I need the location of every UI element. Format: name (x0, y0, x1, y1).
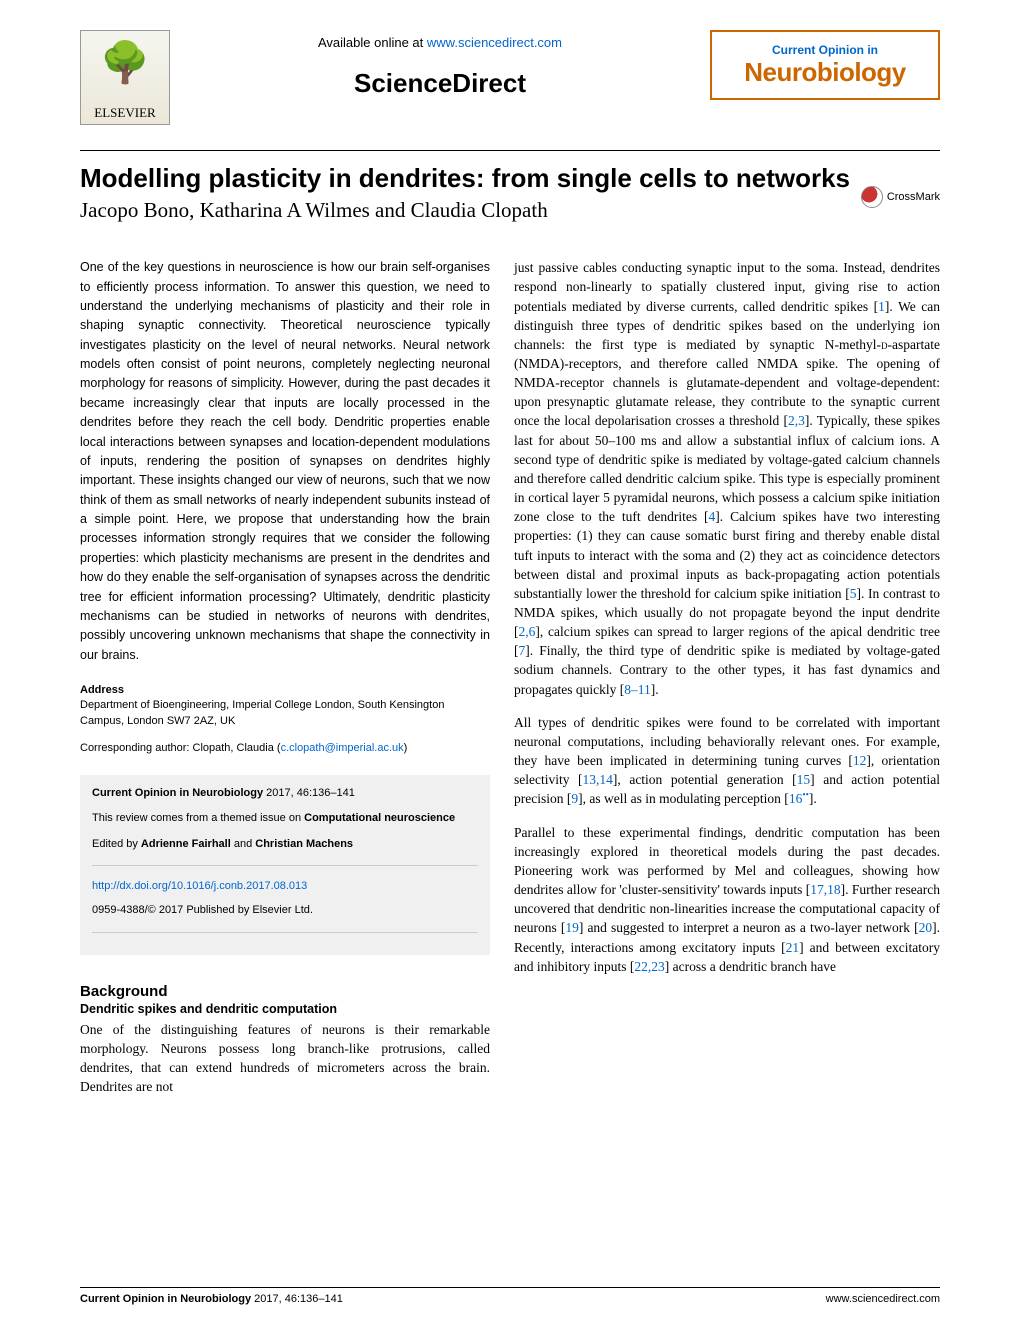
ref-15[interactable]: 15 (797, 772, 811, 787)
ref-13-14[interactable]: 13,14 (583, 772, 613, 787)
footer-left: Current Opinion in Neurobiology 2017, 46… (80, 1293, 343, 1305)
info-box: Current Opinion in Neurobiology 2017, 46… (80, 775, 490, 955)
crossmark-badge[interactable]: CrossMark (861, 186, 940, 208)
left-body: One of the distinguishing features of ne… (80, 1020, 490, 1097)
right-column: just passive cables conducting synaptic … (514, 258, 940, 1096)
ref-2-3[interactable]: 2,3 (788, 413, 805, 428)
article-title: Modelling plasticity in dendrites: from … (80, 163, 940, 194)
page-header: 🌳 ELSEVIER Available online at www.scien… (0, 0, 1020, 135)
header-center: Available online at www.sciencedirect.co… (170, 30, 710, 99)
ref-2-6[interactable]: 2,6 (519, 624, 536, 639)
address-heading: Address (80, 683, 490, 698)
background-heading: Background (80, 983, 490, 1000)
ref-19[interactable]: 19 (565, 920, 579, 935)
tree-icon: 🌳 (100, 39, 150, 86)
journal-logo-bottom: Neurobiology (744, 57, 906, 88)
page-footer: Current Opinion in Neurobiology 2017, 46… (80, 1287, 940, 1305)
themed-issue: This review comes from a themed issue on… (92, 810, 478, 828)
title-block: Modelling plasticity in dendrites: from … (80, 150, 940, 223)
divider (92, 865, 478, 866)
editors: Edited by Adrienne Fairhall and Christia… (92, 836, 478, 854)
crossmark-label: CrossMark (887, 191, 940, 203)
divider (92, 932, 478, 933)
address-text: Department of Bioengineering, Imperial C… (80, 698, 490, 729)
footer-right: www.sciencedirect.com (826, 1293, 940, 1305)
doi-link[interactable]: http://dx.doi.org/10.1016/j.conb.2017.08… (92, 878, 478, 896)
address-block: Address Department of Bioengineering, Im… (80, 683, 490, 757)
crossmark-icon (861, 186, 883, 208)
citation: Current Opinion in Neurobiology 2017, 46… (92, 785, 478, 803)
elsevier-text: ELSEVIER (94, 105, 155, 121)
corr-email[interactable]: c.clopath@imperial.ac.uk (281, 742, 404, 754)
corresponding-author: Corresponding author: Clopath, Claudia (… (80, 741, 490, 756)
ref-22-23[interactable]: 22,23 (634, 959, 664, 974)
ref-1[interactable]: 1 (878, 299, 885, 314)
authors: Jacopo Bono, Katharina A Wilmes and Clau… (80, 198, 940, 223)
copyright: 0959-4388/© 2017 Published by Elsevier L… (92, 902, 478, 920)
body-para-2: All types of dendritic spikes were found… (514, 713, 940, 809)
abstract: One of the key questions in neuroscience… (80, 258, 490, 665)
content-columns: One of the key questions in neuroscience… (80, 258, 940, 1096)
ref-8-11[interactable]: 8–11 (624, 682, 651, 697)
left-column: One of the key questions in neuroscience… (80, 258, 490, 1096)
body-para-1: just passive cables conducting synaptic … (514, 258, 940, 699)
journal-logo: Current Opinion in Neurobiology (710, 30, 940, 100)
available-online: Available online at www.sciencedirect.co… (170, 35, 710, 50)
elsevier-logo: 🌳 ELSEVIER (80, 30, 170, 125)
subsection-heading: Dendritic spikes and dendritic computati… (80, 1002, 490, 1016)
ref-21[interactable]: 21 (786, 940, 800, 955)
sciencedirect-url[interactable]: www.sciencedirect.com (427, 35, 562, 50)
sciencedirect-logo: ScienceDirect (170, 68, 710, 99)
journal-logo-top: Current Opinion in (772, 43, 878, 57)
body-para-3: Parallel to these experimental findings,… (514, 823, 940, 976)
ref-12[interactable]: 12 (853, 753, 867, 768)
ref-20[interactable]: 20 (919, 920, 933, 935)
ref-16[interactable]: 16•• (789, 791, 809, 806)
ref-17-18[interactable]: 17,18 (810, 882, 840, 897)
